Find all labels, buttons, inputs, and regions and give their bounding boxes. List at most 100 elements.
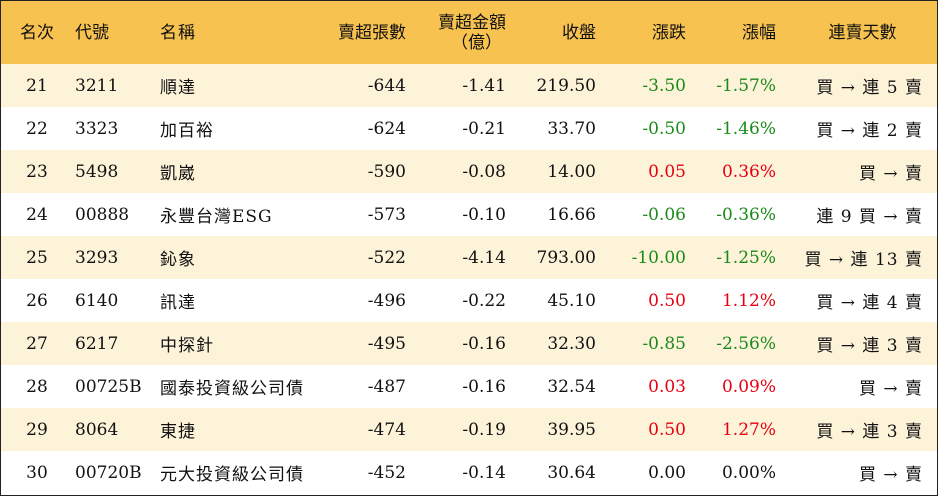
cell-name: 鈊象 <box>160 250 196 270</box>
cell-rank: 22 <box>26 118 48 139</box>
cell-name: 永豐台灣ESG <box>160 207 273 227</box>
cell-name: 凱崴 <box>160 164 196 184</box>
cell-streak: 買 → 連 3 賣 <box>816 336 923 356</box>
cell-rank: 21 <box>26 75 48 96</box>
cell-name: 東捷 <box>160 422 196 442</box>
header-streak: 連賣天數 <box>828 22 897 43</box>
cell-streak: 買 → 連 4 賣 <box>816 293 923 313</box>
cell-close: 33.70 <box>547 118 596 139</box>
cell-streak: 買 → 連 13 賣 <box>804 250 923 270</box>
cell-code: 8064 <box>75 419 119 440</box>
cell-code: 5498 <box>75 161 119 182</box>
cell-net-sell-lots: -487 <box>367 376 406 397</box>
cell-change-pct: 0.36% <box>721 161 776 182</box>
table-row: 28 00725B 國泰投資級公司債 -487 -0.16 32.54 0.03… <box>1 365 937 408</box>
cell-net-sell-lots: -590 <box>367 161 406 182</box>
table-row: 29 8064 東捷 -474 -0.19 39.95 0.50 1.27% 買… <box>1 408 937 451</box>
header-change-pct: 漲幅 <box>742 22 776 43</box>
cell-change-pct: -1.46% <box>716 118 776 139</box>
cell-net-sell-amount: -0.10 <box>462 204 506 225</box>
header-net-sell-amount-line2: （億） <box>451 32 502 53</box>
cell-net-sell-lots: -495 <box>367 333 406 354</box>
cell-net-sell-amount: -1.41 <box>462 75 506 96</box>
cell-change: 0.00 <box>648 462 686 483</box>
cell-streak: 買 → 賣 <box>858 164 923 184</box>
cell-change-pct: 0.00% <box>721 462 776 483</box>
cell-name: 順達 <box>160 78 196 98</box>
cell-change: 0.03 <box>648 376 686 397</box>
cell-code: 3323 <box>75 118 119 139</box>
cell-streak: 連 9 買 → 賣 <box>816 207 923 227</box>
cell-close: 30.64 <box>547 462 596 483</box>
cell-net-sell-lots: -644 <box>367 75 406 96</box>
cell-rank: 30 <box>26 462 48 483</box>
table-header-row: 名次 代號 名稱 賣超張數 賣超金額 （億） 收盤 漲跌 漲幅 連賣天數 <box>1 1 937 64</box>
cell-net-sell-amount: -0.22 <box>462 290 506 311</box>
header-net-sell-lots: 賣超張數 <box>338 22 406 43</box>
cell-name: 中探針 <box>160 336 214 356</box>
cell-rank: 23 <box>26 161 48 182</box>
cell-change-pct: -0.36% <box>716 204 776 225</box>
table-row: 30 00720B 元大投資級公司債 -452 -0.14 30.64 0.00… <box>1 451 937 494</box>
cell-net-sell-lots: -624 <box>367 118 406 139</box>
cell-rank: 24 <box>26 204 48 225</box>
cell-net-sell-amount: -0.14 <box>462 462 506 483</box>
cell-net-sell-lots: -474 <box>367 419 406 440</box>
cell-rank: 29 <box>26 419 48 440</box>
cell-name: 元大投資級公司債 <box>160 465 304 485</box>
cell-change: -10.00 <box>631 247 686 268</box>
table-row: 21 3211 順達 -644 -1.41 219.50 -3.50 -1.57… <box>1 64 937 107</box>
cell-net-sell-amount: -0.16 <box>462 333 506 354</box>
cell-code: 3293 <box>75 247 119 268</box>
table-row: 25 3293 鈊象 -522 -4.14 793.00 -10.00 -1.2… <box>1 236 937 279</box>
cell-close: 793.00 <box>536 247 596 268</box>
header-code: 代號 <box>75 22 109 43</box>
cell-change: -3.50 <box>642 75 686 96</box>
header-net-sell-amount: 賣超金額 （億） <box>418 1 518 64</box>
cell-change: 0.50 <box>648 419 686 440</box>
table-row: 23 5498 凱崴 -590 -0.08 14.00 0.05 0.36% 買… <box>1 150 937 193</box>
cell-name: 訊達 <box>160 293 196 313</box>
cell-rank: 28 <box>26 376 48 397</box>
cell-net-sell-amount: -0.16 <box>462 376 506 397</box>
cell-net-sell-lots: -452 <box>367 462 406 483</box>
header-net-sell-amount-line1: 賣超金額 <box>438 12 506 33</box>
cell-change-pct: -1.25% <box>716 247 776 268</box>
cell-change-pct: -1.57% <box>716 75 776 96</box>
cell-code: 3211 <box>75 75 119 96</box>
cell-change-pct: 0.09% <box>721 376 776 397</box>
cell-change: 0.05 <box>648 161 686 182</box>
cell-change: -0.06 <box>642 204 686 225</box>
cell-code: 6217 <box>75 333 119 354</box>
cell-close: 45.10 <box>547 290 596 311</box>
cell-net-sell-amount: -0.19 <box>462 419 506 440</box>
cell-rank: 26 <box>26 290 48 311</box>
header-change: 漲跌 <box>652 22 686 43</box>
header-rank: 名次 <box>20 22 54 43</box>
cell-net-sell-amount: -4.14 <box>462 247 506 268</box>
cell-close: 32.30 <box>547 333 596 354</box>
cell-net-sell-lots: -522 <box>367 247 406 268</box>
cell-change-pct: 1.27% <box>721 419 776 440</box>
cell-rank: 25 <box>26 247 48 268</box>
header-close: 收盤 <box>562 22 596 43</box>
cell-change-pct: -2.56% <box>716 333 776 354</box>
cell-close: 39.95 <box>547 419 596 440</box>
table-row: 27 6217 中探針 -495 -0.16 32.30 -0.85 -2.56… <box>1 322 937 365</box>
cell-rank: 27 <box>26 333 48 354</box>
cell-close: 32.54 <box>547 376 596 397</box>
cell-close: 14.00 <box>547 161 596 182</box>
cell-close: 219.50 <box>536 75 596 96</box>
cell-net-sell-amount: -0.21 <box>462 118 506 139</box>
cell-streak: 買 → 賣 <box>858 465 923 485</box>
cell-net-sell-amount: -0.08 <box>462 161 506 182</box>
cell-streak: 買 → 連 5 賣 <box>816 78 923 98</box>
cell-close: 16.66 <box>547 204 596 225</box>
cell-streak: 買 → 賣 <box>858 379 923 399</box>
cell-change-pct: 1.12% <box>721 290 776 311</box>
cell-change: -0.50 <box>642 118 686 139</box>
cell-change: 0.50 <box>648 290 686 311</box>
cell-code: 00725B <box>75 376 142 397</box>
